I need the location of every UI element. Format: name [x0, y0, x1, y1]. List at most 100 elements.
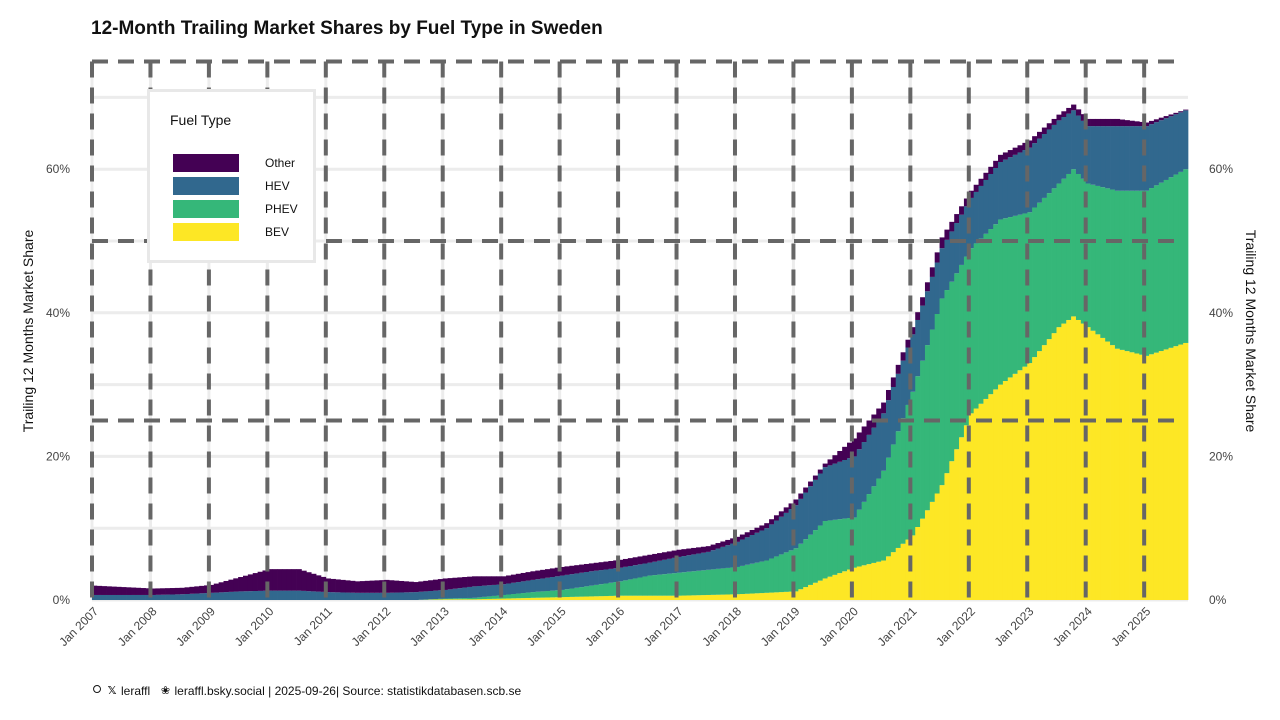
bar-hev — [978, 185, 984, 239]
x-tick-label: Jan 2010 — [232, 604, 277, 649]
caption-handle-bsky: leraffl.bsky.social — [174, 683, 265, 698]
bar-phev — [447, 598, 453, 600]
bar-phev — [579, 587, 585, 597]
bar-hev — [457, 588, 463, 599]
y-tick-label-left: 40% — [46, 306, 70, 320]
bar-other — [1046, 123, 1052, 130]
bar-phev — [739, 565, 746, 595]
bar-hev — [569, 574, 575, 589]
bar-hev — [1002, 159, 1009, 219]
bar-other — [359, 581, 366, 593]
bar-bev — [803, 587, 809, 600]
bar-phev — [754, 562, 760, 594]
bar-phev — [457, 598, 463, 600]
bar-hev — [1124, 126, 1130, 191]
bar-other — [929, 267, 936, 277]
bar-hev — [428, 591, 434, 600]
bar-phev — [1027, 212, 1033, 364]
bar-other — [569, 565, 575, 575]
y-tick-label-left: 20% — [46, 449, 70, 463]
x-tick-label: Jan 2016 — [582, 604, 627, 649]
bar-other — [281, 569, 288, 591]
bar-bev — [1007, 377, 1013, 600]
bar-other — [106, 586, 112, 595]
bar-hev — [515, 582, 522, 594]
bar-phev — [837, 519, 843, 574]
bar-hev — [973, 191, 979, 244]
bar-phev — [876, 478, 882, 562]
bar-bev — [554, 597, 560, 600]
bar-bev — [881, 560, 887, 600]
bar-other — [900, 352, 906, 361]
bar-hev — [890, 386, 897, 445]
y-tick-label-right: 60% — [1209, 162, 1233, 176]
bar-other — [847, 442, 853, 459]
bar-hev — [238, 591, 244, 600]
bar-other — [257, 571, 263, 591]
x-tick-label: Jan 2017 — [641, 604, 686, 649]
bar-other — [637, 556, 643, 565]
bar-other — [876, 408, 882, 421]
bar-bev — [1139, 354, 1145, 600]
legend-label-phev: PHEV — [265, 202, 298, 216]
bar-other — [238, 577, 244, 592]
bar-bev — [574, 596, 580, 600]
bar-hev — [847, 458, 853, 519]
bar-phev — [973, 243, 979, 409]
dashed-overlay-grid — [90, 59, 1176, 600]
bar-phev — [710, 569, 716, 595]
bar-other — [1027, 140, 1033, 148]
bar-hev — [160, 594, 166, 600]
bar-hev — [983, 179, 989, 234]
bar-other — [1022, 142, 1028, 151]
bar-hev — [437, 590, 444, 599]
bar-hev — [944, 239, 950, 291]
bar-bev — [506, 598, 512, 600]
bar-bev — [744, 593, 750, 600]
bar-hev — [1056, 120, 1062, 184]
bar-phev — [696, 570, 702, 596]
bar-other — [306, 572, 312, 592]
bar-other — [121, 587, 127, 595]
bar-hev — [116, 594, 122, 600]
bar-other — [179, 587, 185, 595]
bar-bev — [686, 595, 692, 600]
bar-hev — [632, 565, 638, 579]
bar-hev — [204, 593, 210, 600]
bar-other — [155, 588, 161, 595]
bar-other — [418, 581, 424, 592]
bar-hev — [968, 197, 975, 249]
bar-hev — [812, 479, 819, 531]
bar-other — [291, 569, 297, 591]
bar-hev — [447, 589, 453, 599]
bar-hev — [169, 594, 176, 600]
bar-bev — [856, 566, 862, 600]
bar-other — [233, 578, 239, 592]
bar-hev — [681, 556, 687, 573]
bar-hev — [798, 498, 804, 544]
bar-bev — [1061, 323, 1067, 600]
bar-hev — [223, 592, 229, 600]
bar-bev — [520, 598, 526, 600]
bar-hev — [208, 592, 215, 600]
bar-bev — [954, 449, 960, 600]
bar-bev — [491, 598, 497, 600]
bar-hev — [272, 590, 278, 600]
bar-other — [301, 570, 307, 591]
bar-hev — [832, 463, 838, 520]
bar-hev — [934, 262, 940, 314]
bar-other — [885, 389, 892, 401]
legend-swatch-hev — [173, 177, 239, 195]
bar-bev — [851, 567, 858, 600]
bar-hev — [145, 594, 151, 600]
bar-bev — [549, 597, 556, 600]
bar-phev — [905, 404, 911, 540]
bar-bev — [759, 593, 765, 600]
bar-phev — [1012, 215, 1018, 374]
bar-hev — [627, 566, 634, 580]
bar-other — [174, 587, 181, 595]
bar-phev — [569, 588, 575, 597]
bar-hev — [364, 592, 370, 600]
legend-item-other: Other — [173, 154, 313, 172]
